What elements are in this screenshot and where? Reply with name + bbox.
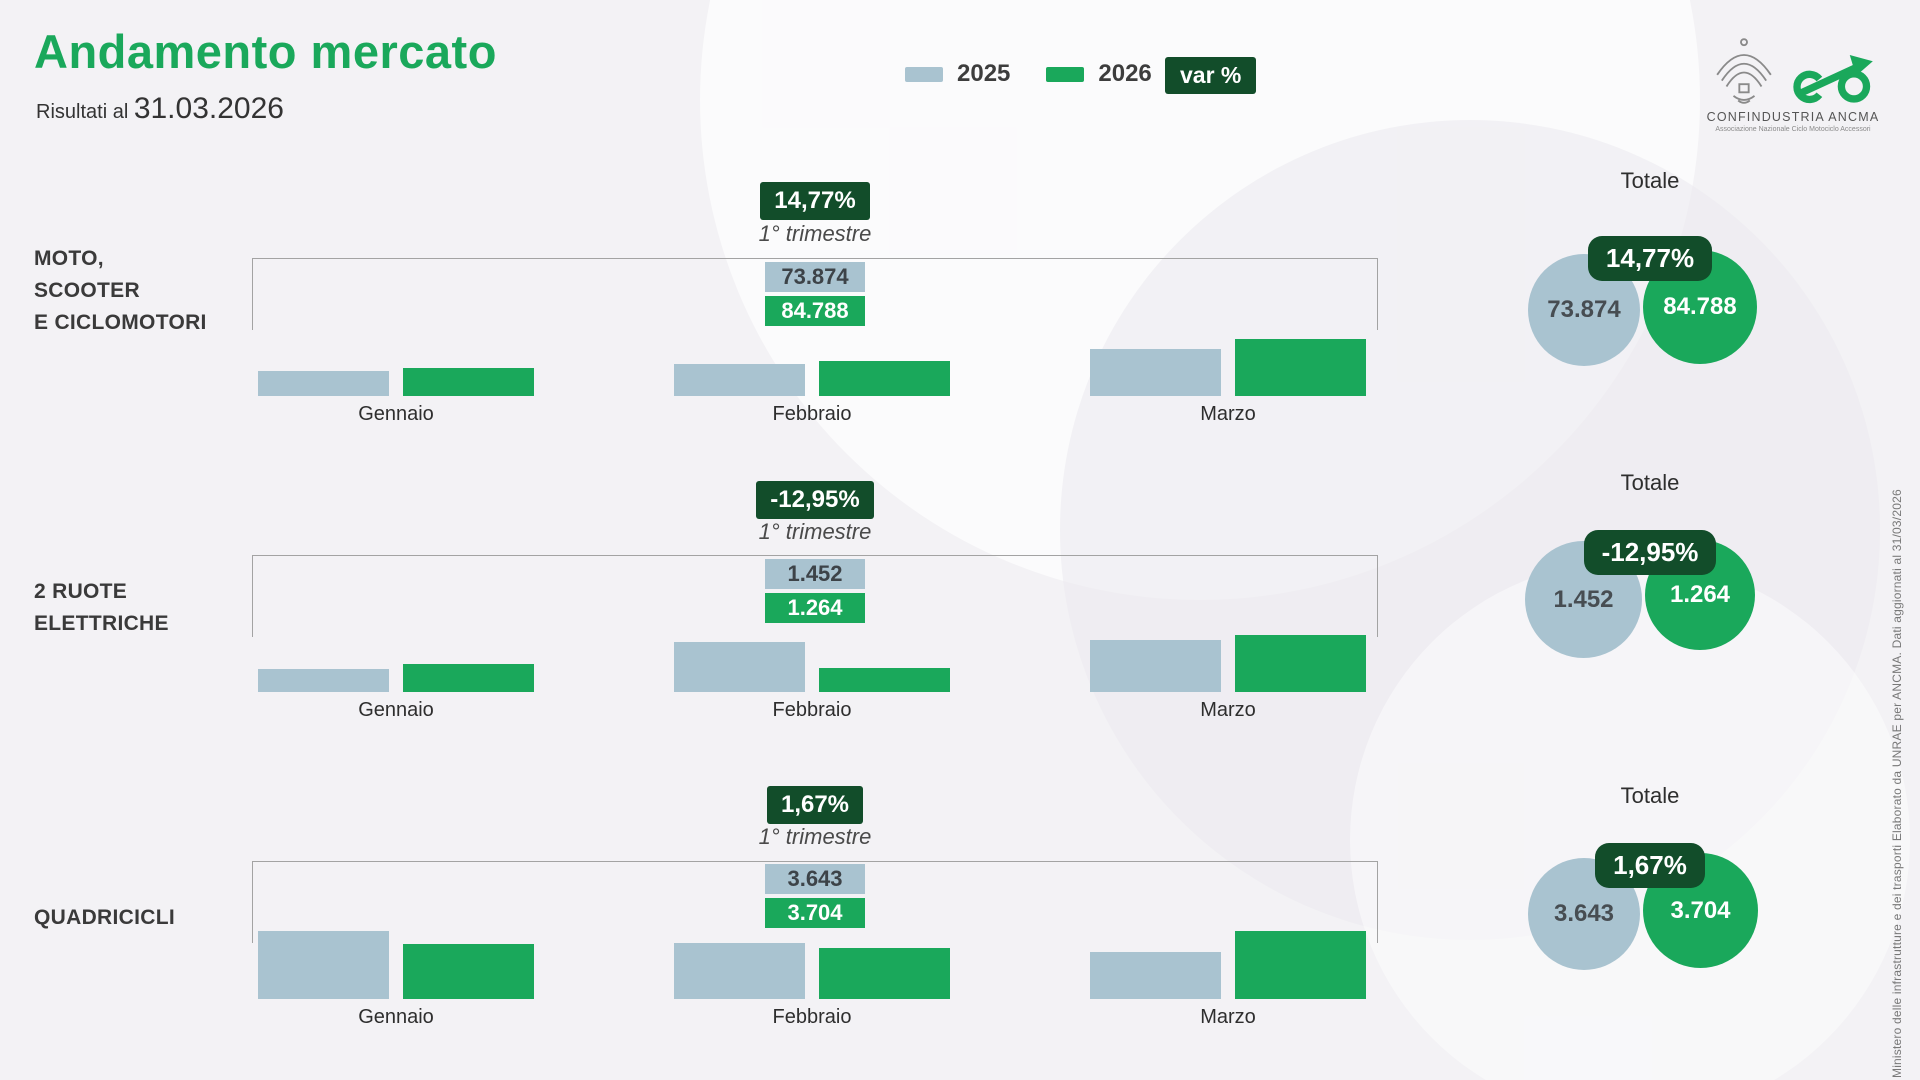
subtitle-date: 31.03.2026 (133, 92, 284, 125)
category-line: MOTO, (34, 247, 104, 270)
section3-total-2026-row: 3.704 (252, 898, 1378, 928)
month-label-febbraio: Febbraio (772, 403, 852, 425)
category-line: 2 RUOTE (34, 580, 128, 603)
bar-2026-marzo (1235, 931, 1366, 999)
background-circle-decoration (1060, 120, 1880, 940)
section1-var-badge: 14,77% (760, 182, 870, 220)
section2-totale-var-row: -12,95% (1500, 530, 1800, 575)
legend: 2025 2026 (905, 60, 1174, 88)
bar-2025-gennaio (258, 669, 389, 692)
bar-2026-gennaio (403, 944, 534, 999)
section2-gennaio-bars (258, 635, 534, 692)
section3-period-label: 1° trimestre (758, 824, 872, 849)
legend-swatch-2026 (1046, 66, 1085, 82)
subtitle-prefix: Risultati al (36, 101, 134, 123)
month-label-febbraio: Febbraio (772, 1006, 852, 1028)
bar-2026-marzo (1235, 339, 1366, 396)
category-line: SCOOTER (34, 279, 140, 302)
section2-total-2026-badge: 1.264 (765, 593, 865, 623)
section1-total-2026-row: 84.788 (252, 296, 1378, 326)
section2-bracket (252, 555, 1378, 637)
section1-bracket (252, 258, 1378, 330)
section2-total-2026-row: 1.264 (252, 593, 1378, 623)
category-label-quadricicli: QUADRICICLI (34, 902, 175, 934)
section1-var-badge-row: 14,77% (252, 182, 1378, 220)
section1-total-2026-badge: 84.788 (765, 296, 865, 326)
legend-swatch-2025 (905, 66, 943, 82)
section3-bracket (252, 861, 1378, 943)
section3-total-2026-badge: 3.704 (765, 898, 865, 928)
section3-var-badge: 1,67% (766, 786, 864, 824)
section3-totale-var-badge: 1,67% (1595, 843, 1705, 888)
month-label-febbraio: Febbraio (772, 699, 852, 721)
category-label-moto-scooter: MOTO, SCOOTER E CICLOMOTORI (34, 243, 207, 339)
category-label-2ruote-elettriche: 2 RUOTE ELETTRICHE (34, 576, 169, 640)
section2-total-2025-row: 1.452 (252, 559, 1378, 589)
section2-var-badge: -12,95% (756, 481, 874, 519)
section1-total-2025-row: 73.874 (252, 262, 1378, 292)
category-line: E CICLOMOTORI (34, 311, 207, 334)
section1-marzo-bars (1090, 339, 1366, 396)
bar-2025-marzo (1090, 640, 1221, 692)
section2-febbraio-bars (674, 635, 950, 692)
section1-gennaio-bars (258, 339, 534, 396)
section3-febbraio-bars (674, 931, 950, 999)
month-label-gennaio: Gennaio (358, 403, 434, 425)
bar-2025-febbraio (674, 642, 805, 692)
brand-tagline: Associazione Nazionale Ciclo Motociclo A… (1715, 126, 1871, 133)
section1-period-label: 1° trimestre (758, 221, 872, 246)
legend-label-2026: 2026 (1098, 60, 1152, 87)
month-label-gennaio: Gennaio (358, 1006, 434, 1028)
section1-totale-var-row: 14,77% (1500, 236, 1800, 281)
month-label-gennaio: Gennaio (358, 699, 434, 721)
section3-gennaio-bars (258, 931, 534, 999)
bar-2026-marzo (1235, 635, 1366, 692)
section2-marzo-bars (1090, 635, 1366, 692)
bar-2025-febbraio (674, 943, 805, 999)
section3-totale-var-row: 1,67% (1500, 843, 1800, 888)
section2-totale-heading: Totale (1620, 470, 1680, 495)
page-title: Andamento mercato (34, 25, 497, 78)
legend-label-2025: 2025 (957, 60, 1011, 87)
section1-totale-var-badge: 14,77% (1587, 236, 1713, 281)
month-label-marzo: Marzo (1200, 1006, 1256, 1028)
bar-2026-febbraio (819, 668, 950, 692)
section1-total-2025-badge: 73.874 (765, 262, 865, 292)
section2-total-2025-badge: 1.452 (765, 559, 865, 589)
brand-icons (1698, 28, 1888, 106)
background-circle-decoration (1350, 560, 1910, 1080)
month-label-marzo: Marzo (1200, 403, 1256, 425)
section1-totale-heading: Totale (1620, 168, 1680, 193)
bar-2025-marzo (1090, 349, 1221, 396)
bar-2026-gennaio (403, 368, 534, 396)
bar-2026-febbraio (819, 948, 950, 999)
bar-2026-gennaio (403, 664, 534, 692)
section3-var-badge-row: 1,67% (252, 786, 1378, 824)
bar-2025-gennaio (258, 931, 389, 999)
results-date-subtitle: Risultati al 31.03.2026 (36, 92, 284, 126)
confindustria-eagle-icon (1716, 38, 1772, 104)
category-line: QUADRICICLI (34, 906, 175, 929)
section3-total-2025-badge: 3.643 (765, 864, 865, 894)
bar-2025-marzo (1090, 952, 1221, 999)
section3-marzo-bars (1090, 931, 1366, 999)
confindustria-ancma-branding: CONFINDUSTRIA ANCMA Associazione Naziona… (1698, 28, 1888, 133)
vertical-source-note: Ministero delle infrastrutture e dei tra… (1890, 489, 1904, 1078)
brand-org-name: CONFINDUSTRIA ANCMA (1706, 110, 1880, 124)
section2-var-badge-row: -12,95% (252, 481, 1378, 519)
month-label-marzo: Marzo (1200, 699, 1256, 721)
section3-total-2025-row: 3.643 (252, 864, 1378, 894)
section3-totale-heading: Totale (1620, 783, 1680, 808)
section2-totale-var-badge: -12,95% (1583, 530, 1717, 575)
ancma-cycle-icon (1793, 54, 1873, 104)
section2-period-label: 1° trimestre (758, 519, 872, 544)
bar-2025-febbraio (674, 364, 805, 396)
category-line: ELETTRICHE (34, 612, 169, 635)
var-percent-legend-badge: var % (1165, 57, 1257, 94)
section1-febbraio-bars (674, 339, 950, 396)
bar-2025-gennaio (258, 371, 389, 396)
bar-2026-febbraio (819, 361, 950, 396)
